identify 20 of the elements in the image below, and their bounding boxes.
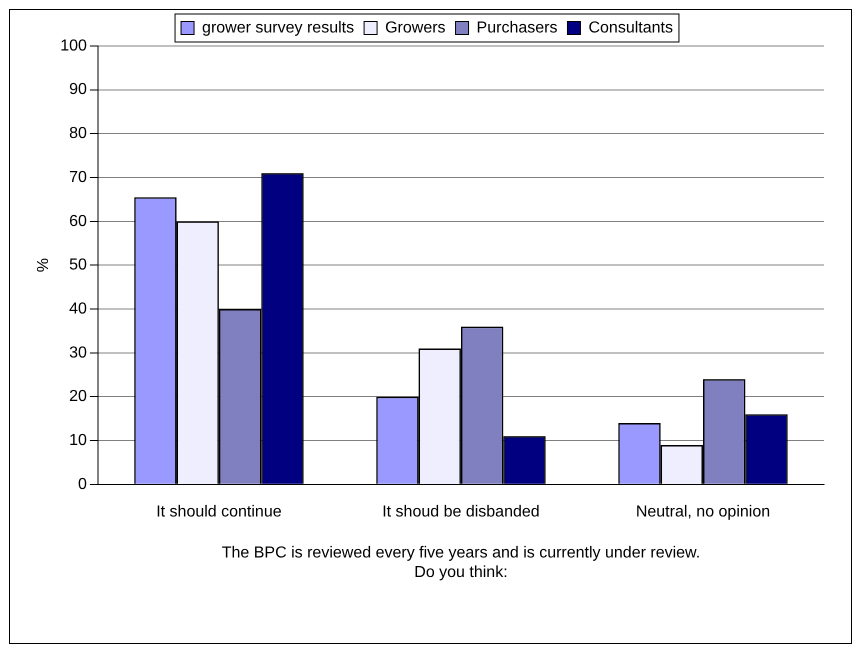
x-axis-title: The BPC is reviewed every five years and is currently under review. Do you think: — [222, 544, 700, 581]
x-tick-label: It should continue — [156, 503, 282, 520]
y-tick-label: 80 — [69, 125, 87, 142]
y-tick-label: 40 — [69, 300, 87, 318]
x-tick-label: Neutral, no opinion — [636, 503, 770, 520]
y-tick-label: 60 — [69, 212, 87, 230]
y-tick-label: 70 — [69, 168, 87, 186]
x-tick-label: It shoud be disbanded — [382, 503, 540, 520]
y-tick-label: 30 — [69, 344, 87, 362]
y-axis-title: % — [35, 258, 52, 272]
y-tick-label: 0 — [78, 476, 87, 493]
y-tick-label: 100 — [60, 37, 87, 54]
y-tick-label: 50 — [69, 256, 87, 274]
legend-label: Growers — [385, 19, 446, 36]
y-tick-label: 10 — [69, 432, 87, 449]
y-tick-label: 90 — [69, 81, 87, 98]
legend-label: Purchasers — [476, 19, 558, 36]
legend-label: grower survey results — [202, 19, 354, 36]
legend-label: Consultants — [588, 19, 673, 36]
y-tick-label: 20 — [69, 388, 87, 406]
